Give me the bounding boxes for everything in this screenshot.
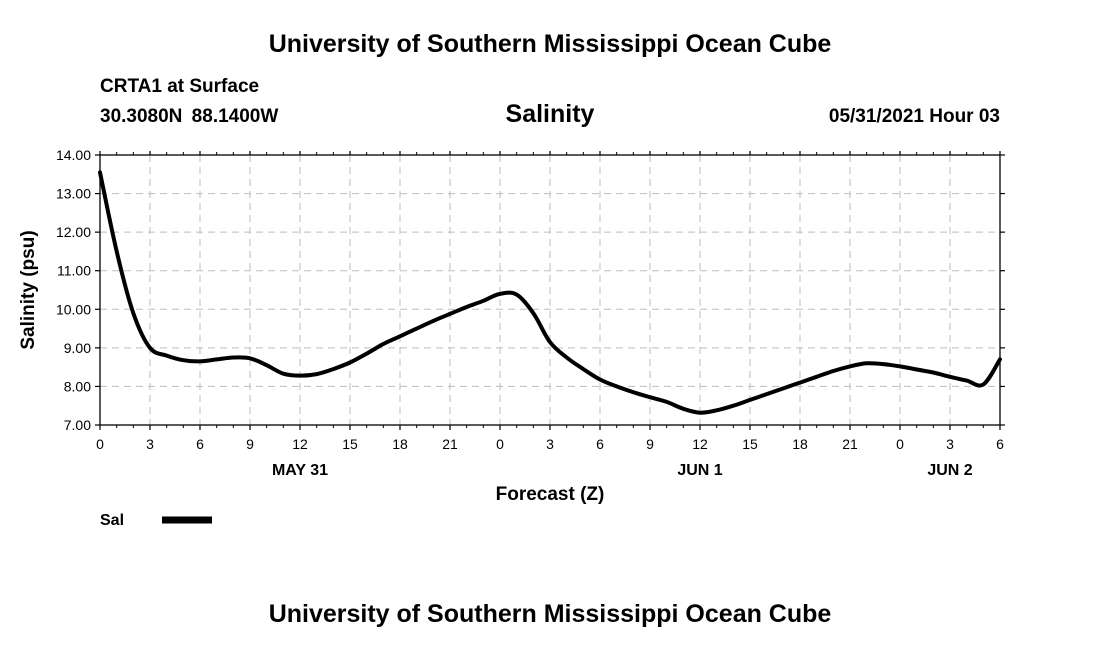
x-tick-label: 15 — [742, 436, 758, 452]
plot-frame — [99, 154, 1001, 426]
x-tick-label: 15 — [342, 436, 358, 452]
y-tick-label: 13.00 — [56, 186, 91, 202]
x-tick-label: 3 — [946, 436, 954, 452]
x-tick-label: 12 — [292, 436, 308, 452]
footer-title: University of Southern Mississippi Ocean… — [268, 600, 832, 628]
x-tick-label: 12 — [692, 436, 708, 452]
x-tick-label: 6 — [196, 436, 204, 452]
x-tick-label: 6 — [996, 436, 1004, 452]
y-tick-label: 10.00 — [56, 301, 91, 317]
x-tick-label: 9 — [246, 436, 254, 452]
y-axis-ticks: 7.00 8.00 9.00 10.00 11.00 12.00 13.00 14.00 — [56, 147, 1005, 433]
station-coordinates: 30.3080N 88.1400W — [100, 106, 279, 127]
day-labels: MAY 31 JUN 1 JUN 2 — [272, 462, 973, 479]
x-tick-label: 6 — [596, 436, 604, 452]
day-label: JUN 1 — [677, 462, 722, 479]
x-tick-label: 21 — [842, 436, 858, 452]
x-tick-label: 0 — [96, 436, 104, 452]
y-axis-label: Salinity (psu) — [18, 230, 39, 349]
chart-grid — [100, 155, 1000, 425]
x-tick-label: 18 — [392, 436, 408, 452]
series-line-sal — [98, 170, 1002, 415]
x-tick-label: 21 — [442, 436, 458, 452]
x-axis-label: Forecast (Z) — [496, 484, 605, 505]
legend: Sal — [100, 512, 212, 529]
x-tick-label: 18 — [792, 436, 808, 452]
day-label: MAY 31 — [272, 462, 328, 479]
day-label: JUN 2 — [927, 462, 972, 479]
y-tick-label: 11.00 — [57, 263, 91, 279]
y-tick-label: 9.00 — [64, 340, 91, 356]
forecast-datetime: 05/31/2021 Hour 03 — [828, 106, 1000, 127]
x-tick-label: 3 — [546, 436, 554, 452]
x-tick-label: 9 — [646, 436, 654, 452]
x-tick-label: 3 — [146, 436, 154, 452]
station-label: CRTA1 at Surface — [100, 76, 260, 97]
x-tick-label: 0 — [896, 436, 904, 452]
x-axis-ticks: 0 3 6 9 12 15 18 21 0 3 6 9 12 15 18 21 0 3 6 — [96, 151, 1004, 452]
y-tick-label: 7.00 — [64, 417, 91, 433]
y-tick-label: 12.00 — [56, 224, 91, 240]
y-tick-label: 14.00 — [56, 147, 91, 163]
y-tick-label: 8.00 — [64, 378, 91, 394]
page-title: University of Southern Mississippi Ocean… — [268, 30, 832, 58]
x-tick-label: 0 — [496, 436, 504, 452]
legend-label: Sal — [100, 512, 124, 529]
chart-title: Salinity — [505, 100, 595, 128]
